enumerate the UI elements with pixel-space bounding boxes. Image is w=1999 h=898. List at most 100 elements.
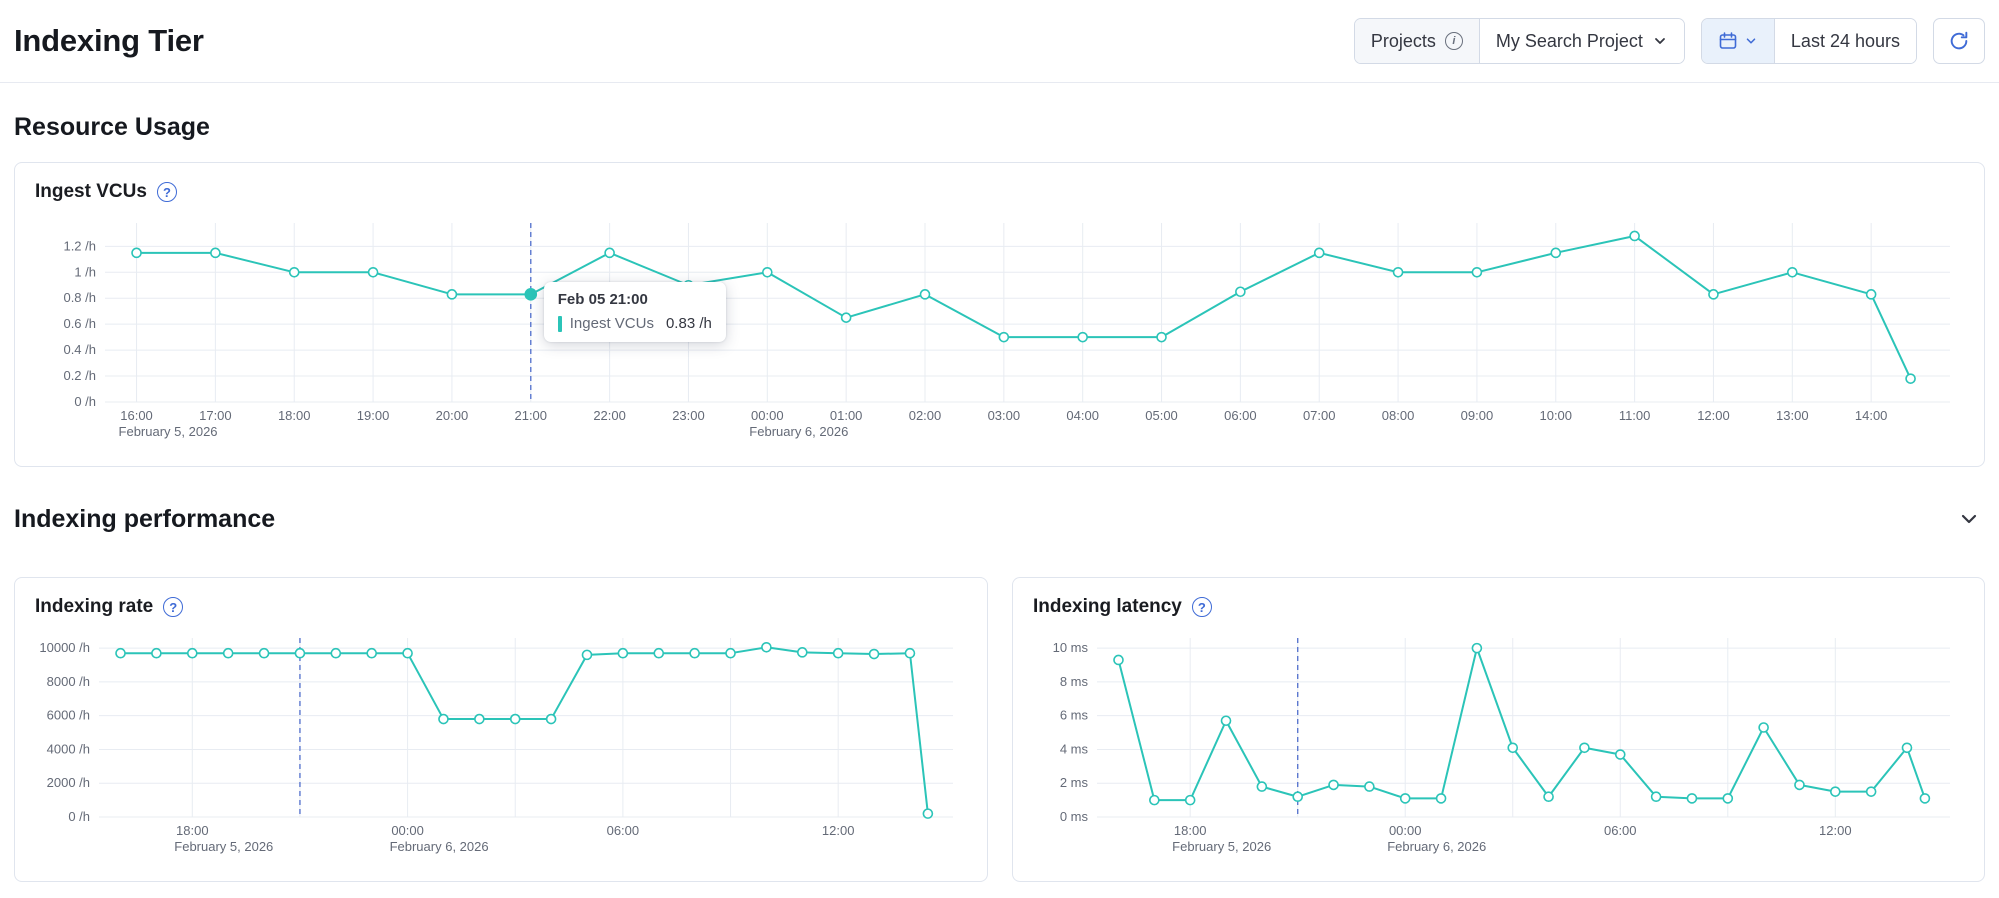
svg-text:0.6 /h: 0.6 /h [63, 316, 96, 331]
svg-text:12:00: 12:00 [1819, 823, 1852, 838]
indexing-performance-header: Indexing performance [14, 503, 1985, 535]
help-icon[interactable]: ? [156, 182, 177, 202]
quick-select-button[interactable] [1701, 19, 1774, 63]
svg-text:February 6, 2026: February 6, 2026 [749, 424, 848, 439]
svg-text:10 ms: 10 ms [1053, 640, 1089, 655]
tooltip-row: Ingest VCUs 0.83 /h [557, 315, 712, 333]
svg-text:03:00: 03:00 [988, 408, 1021, 423]
svg-text:0 /h: 0 /h [74, 394, 96, 409]
svg-text:10:00: 10:00 [1539, 408, 1572, 423]
chart-title-ingest-vcus: Ingest VCUs [35, 181, 147, 202]
card-title-row: Ingest VCUs ? [35, 181, 1964, 203]
svg-text:10000 /h: 10000 /h [39, 640, 90, 655]
ingest-vcus-card: Ingest VCUs ? 0 /h 0.2 /h 0.4 /h 0.6 /h 0.8 … [14, 162, 1985, 467]
project-select-value: My Search Project [1495, 30, 1643, 51]
indexing-rate-chart[interactable]: 0 /h 2000 /h 4000 /h 6000 /h 8000 /h 10000 /h… [35, 626, 967, 863]
svg-text:16:00: 16:00 [120, 408, 153, 423]
svg-text:04:00: 04:00 [1066, 408, 1099, 423]
svg-text:22:00: 22:00 [593, 408, 626, 423]
svg-text:6000 /h: 6000 /h [47, 708, 90, 723]
svg-text:1 /h: 1 /h [74, 264, 96, 279]
svg-text:13:00: 13:00 [1776, 408, 1809, 423]
time-range-group: Last 24 hours [1700, 18, 1917, 64]
svg-text:18:00: 18:00 [278, 408, 311, 423]
info-icon: i [1444, 32, 1463, 50]
chart-title-indexing-rate: Indexing rate [35, 596, 154, 617]
svg-text:00:00: 00:00 [1389, 823, 1422, 838]
tooltip-series-label: Ingest VCUs [569, 315, 654, 333]
svg-text:February 5, 2026: February 5, 2026 [174, 839, 273, 854]
ingest-vcus-chart[interactable]: 0 /h 0.2 /h 0.4 /h 0.6 /h 0.8 /h 1 /h 1.2 /h 16… [35, 211, 1964, 448]
indexing-latency-chart[interactable]: 0 ms 2 ms 4 ms 6 ms 8 ms 10 ms 18:00 February 5… [1033, 626, 1964, 863]
series-swatch [557, 315, 562, 332]
time-range-button[interactable]: Last 24 hours [1773, 19, 1916, 63]
refresh-button[interactable] [1933, 18, 1985, 64]
svg-text:February 6, 2026: February 6, 2026 [390, 839, 489, 854]
svg-text:18:00: 18:00 [1174, 823, 1207, 838]
svg-text:February 5, 2026: February 5, 2026 [1172, 839, 1271, 854]
chevron-down-icon [1652, 33, 1668, 49]
svg-text:0.8 /h: 0.8 /h [63, 290, 96, 305]
tooltip-title: Feb 05 21:00 [557, 291, 648, 309]
projects-label: Projects [1370, 30, 1436, 51]
time-range-label: Last 24 hours [1790, 30, 1900, 51]
svg-text:23:00: 23:00 [672, 408, 705, 423]
svg-text:21:00: 21:00 [514, 408, 547, 423]
svg-text:12:00: 12:00 [822, 823, 855, 838]
svg-text:00:00: 00:00 [391, 823, 424, 838]
indexing-rate-card: Indexing rate ? 0 /h 2000 /h 4000 /h 6000 /… [14, 577, 988, 882]
card-title-row: Indexing latency ? [1033, 596, 1964, 618]
svg-text:4000 /h: 4000 /h [47, 741, 90, 756]
svg-text:05:00: 05:00 [1145, 408, 1178, 423]
svg-text:0.2 /h: 0.2 /h [63, 368, 96, 383]
svg-text:14:00: 14:00 [1855, 408, 1888, 423]
help-icon[interactable]: ? [163, 597, 184, 617]
project-selector-group: Projects i My Search Project [1353, 18, 1685, 64]
section-title-indexing-performance: Indexing performance [14, 504, 276, 533]
page-title: Indexing Tier [14, 23, 204, 58]
svg-text:2000 /h: 2000 /h [47, 775, 90, 790]
svg-text:1.2 /h: 1.2 /h [63, 238, 96, 253]
svg-text:0 /h: 0 /h [68, 809, 90, 824]
svg-text:11:00: 11:00 [1619, 408, 1651, 423]
svg-text:19:00: 19:00 [357, 408, 390, 423]
svg-text:20:00: 20:00 [436, 408, 469, 423]
header-controls: Projects i My Search Project [1353, 18, 1985, 64]
calendar-icon [1718, 31, 1738, 51]
performance-charts-grid: Indexing rate ? 0 /h 2000 /h 4000 /h 6000 /… [14, 557, 1985, 882]
divider [0, 82, 1999, 83]
svg-text:4 ms: 4 ms [1060, 741, 1089, 756]
svg-text:0.4 /h: 0.4 /h [63, 342, 96, 357]
svg-text:February 5, 2026: February 5, 2026 [119, 424, 218, 439]
svg-text:0 ms: 0 ms [1060, 809, 1089, 824]
svg-text:8000 /h: 8000 /h [47, 674, 90, 689]
svg-text:2 ms: 2 ms [1060, 775, 1089, 790]
svg-text:00:00: 00:00 [751, 408, 784, 423]
svg-text:09:00: 09:00 [1461, 408, 1494, 423]
chevron-down-icon [1744, 34, 1758, 48]
collapse-chevron-icon[interactable] [1953, 503, 1985, 535]
svg-text:12:00: 12:00 [1697, 408, 1730, 423]
header: Indexing Tier Projects i My Search Proje… [14, 0, 1985, 82]
svg-text:02:00: 02:00 [909, 408, 942, 423]
svg-text:08:00: 08:00 [1382, 408, 1415, 423]
svg-text:6 ms: 6 ms [1060, 708, 1089, 723]
chart-tooltip: Feb 05 21:00 Ingest VCUs 0.83 /h [543, 282, 726, 343]
svg-text:06:00: 06:00 [1604, 823, 1637, 838]
help-icon[interactable]: ? [1191, 597, 1212, 617]
chart-title-indexing-latency: Indexing latency [1033, 596, 1182, 617]
project-select[interactable]: My Search Project [1478, 19, 1684, 63]
indexing-latency-card: Indexing latency ? 0 ms 2 ms 4 ms 6 ms 8 ms 1… [1012, 577, 1985, 882]
projects-label-segment: Projects i [1354, 19, 1479, 63]
svg-text:18:00: 18:00 [176, 823, 209, 838]
svg-text:07:00: 07:00 [1303, 408, 1336, 423]
svg-text:06:00: 06:00 [1224, 408, 1257, 423]
svg-text:01:00: 01:00 [830, 408, 863, 423]
svg-text:06:00: 06:00 [607, 823, 640, 838]
refresh-icon [1948, 30, 1970, 52]
svg-text:17:00: 17:00 [199, 408, 232, 423]
svg-text:February 6, 2026: February 6, 2026 [1387, 839, 1486, 854]
svg-text:8 ms: 8 ms [1060, 674, 1089, 689]
